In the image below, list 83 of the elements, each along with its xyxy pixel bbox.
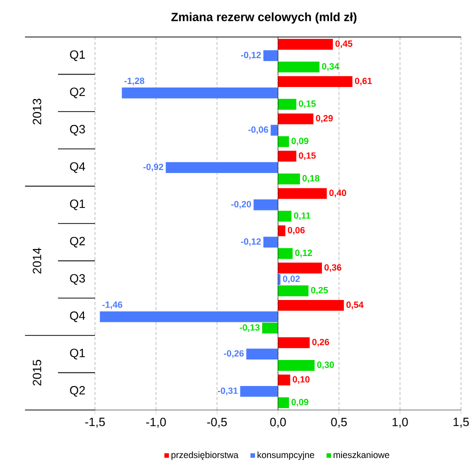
- data-label: 0,25: [311, 286, 328, 295]
- data-label: -0,13: [240, 324, 260, 332]
- data-label: 0,10: [292, 376, 310, 384]
- bar: [278, 210, 292, 222]
- bar: [278, 225, 286, 236]
- bar: [278, 248, 293, 259]
- text: 2014: [32, 248, 42, 274]
- bar: [263, 50, 278, 62]
- data-label: -0,31: [218, 388, 238, 396]
- data-label: 0,09: [292, 138, 308, 146]
- bar: [166, 162, 278, 173]
- text: 2013: [32, 98, 42, 124]
- bar: [278, 374, 290, 386]
- bar: [278, 62, 320, 72]
- bar: [278, 113, 314, 124]
- bar: [122, 88, 278, 98]
- bar: [100, 311, 278, 322]
- y-tick-label: Q2: [70, 386, 85, 397]
- data-label: 0,02: [283, 276, 300, 284]
- data-label: -1,28: [124, 78, 144, 86]
- data-label: 0,26: [312, 338, 330, 347]
- bar: [270, 124, 278, 136]
- data-label: 0,40: [329, 190, 346, 198]
- chart-title: Zmiana rezerw celowych (mld zł): [171, 12, 356, 24]
- x-tick-label: -1,0: [146, 418, 166, 428]
- bar: [278, 188, 327, 199]
- y-tick-label: Q2: [70, 88, 85, 98]
- bar: [254, 199, 278, 210]
- y-tick-label: Q1: [70, 50, 85, 61]
- x-tick-label: 0,5: [331, 418, 347, 428]
- legend-label: konsumpcyjne: [258, 452, 314, 460]
- data-label: 0,54: [346, 302, 364, 310]
- data-label: -1,46: [102, 301, 122, 310]
- y-tick-label: Q1: [70, 200, 85, 210]
- bar: [263, 236, 278, 248]
- bar: [262, 322, 278, 334]
- data-label: 0,18: [302, 175, 320, 183]
- data-label: 0,06: [288, 226, 305, 235]
- data-label: -0,26: [224, 350, 244, 358]
- data-label: -0,20: [231, 201, 252, 209]
- x-tick-label: -0,5: [207, 418, 227, 428]
- data-label: 0,36: [324, 264, 342, 272]
- bar: [278, 136, 289, 148]
- data-label: 0,09: [292, 398, 308, 407]
- bar: [278, 98, 296, 110]
- bar: [246, 348, 278, 360]
- bar: [278, 300, 344, 311]
- data-label: 0,61: [354, 78, 372, 86]
- data-label: 0,34: [322, 63, 340, 71]
- y-tick-label: Q4: [70, 162, 86, 173]
- x-tick-label: 0,0: [270, 418, 286, 428]
- y-tick-label: Q3: [70, 274, 85, 285]
- data-label: -0,92: [143, 164, 164, 172]
- y-tick-label: Q3: [70, 124, 85, 136]
- x-tick-label: 1,0: [392, 418, 408, 428]
- y-tick-label: Q4: [70, 311, 86, 322]
- text: 2015: [32, 360, 42, 386]
- data-label: 0,29: [316, 115, 333, 123]
- x-tick-label: 1,5: [454, 418, 469, 428]
- data-label: 0,45: [335, 40, 352, 48]
- bar: [278, 150, 296, 162]
- data-label: -0,12: [240, 52, 261, 60]
- data-label: -0,06: [248, 126, 268, 134]
- bar: [278, 173, 300, 184]
- bar: [278, 262, 322, 274]
- bar: [278, 397, 289, 408]
- data-label: 0,12: [295, 250, 312, 258]
- data-label: 0,15: [298, 152, 316, 160]
- data-label: 0,15: [298, 100, 316, 108]
- legend-label: przedsiębiorstwa: [172, 452, 238, 460]
- bar: [278, 337, 310, 348]
- data-label: 0,11: [294, 212, 310, 220]
- data-label: 0,30: [317, 362, 334, 370]
- y-tick-label: Q2: [70, 236, 85, 248]
- bar: [278, 38, 333, 50]
- y-tick-label: Q1: [70, 348, 85, 360]
- bar: [278, 76, 352, 87]
- legend-label: mieszkaniowe: [334, 452, 390, 458]
- bar: [278, 360, 315, 371]
- bar: [240, 386, 278, 397]
- data-label: -0,12: [240, 238, 261, 246]
- bar: [278, 285, 308, 296]
- x-tick-label: -1,5: [85, 418, 105, 428]
